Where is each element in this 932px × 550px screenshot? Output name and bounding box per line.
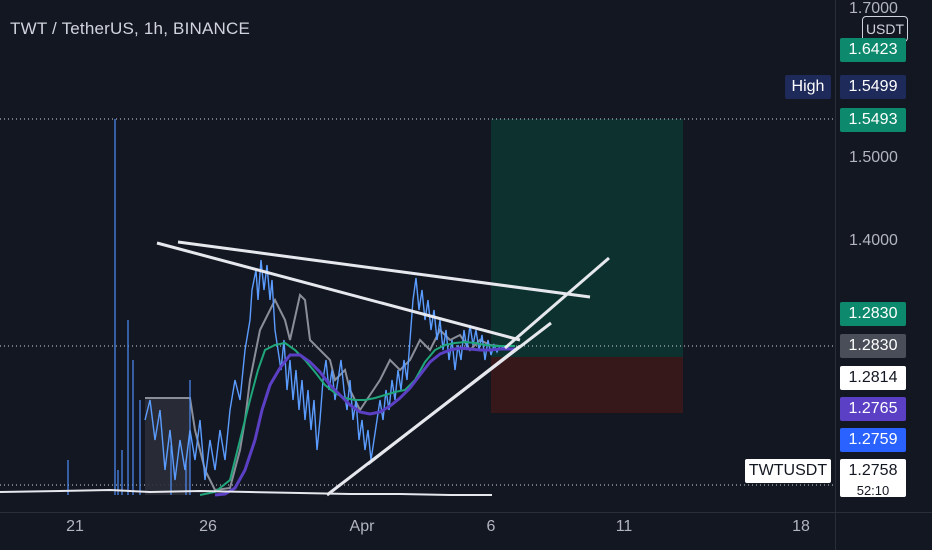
ma-purple [214, 346, 515, 497]
price-label-high: 1.5499 [840, 75, 906, 99]
volume-baseline [0, 488, 492, 496]
price-label-target: 1.6423 [840, 38, 906, 62]
stop-zone[interactable] [491, 357, 683, 413]
y-tick-1: 1.7000 [849, 0, 898, 17]
chart-title: TWT / TetherUS, 1h, BINANCE [10, 19, 251, 38]
time-axis-divider [0, 512, 932, 513]
y-tick-2: 1.5000 [849, 149, 898, 166]
currency-button[interactable]: USDT [862, 16, 908, 42]
resistance-line-2[interactable] [177, 240, 591, 299]
breakout-line[interactable] [504, 256, 610, 350]
x-tick-6: 6 [486, 518, 496, 535]
x-tick-11: 11 [615, 518, 633, 535]
target-zone[interactable] [491, 119, 683, 357]
x-tick-apr: Apr [349, 518, 375, 535]
support-line-2[interactable] [367, 344, 521, 466]
x-tick-21: 21 [66, 518, 84, 535]
price-axis-divider [835, 0, 836, 550]
y-tick-3: 1.4000 [849, 232, 898, 249]
symbol-price: 1.2758 [848, 462, 898, 479]
price-label-symbol: 1.2758 [840, 459, 906, 497]
price-label-entry: 1.2830 [840, 302, 906, 326]
band-upper-line [145, 293, 501, 492]
ma-green [199, 340, 515, 496]
price-label-last: 1.2830 [840, 334, 906, 358]
x-tick-26: 26 [199, 518, 217, 535]
high-tag: High [785, 75, 831, 99]
resistance-line-1[interactable] [156, 241, 521, 342]
x-tick-18: 18 [792, 518, 810, 535]
symbol-tag: TWTUSDT [745, 459, 831, 483]
price-label-purple: 1.2765 [840, 397, 906, 421]
price-label-take-profit: 1.5493 [840, 108, 906, 132]
price-label-white: 1.2814 [840, 366, 906, 390]
countdown-label: 52:10 [856, 483, 890, 498]
price-label-blue: 1.2759 [840, 428, 906, 452]
